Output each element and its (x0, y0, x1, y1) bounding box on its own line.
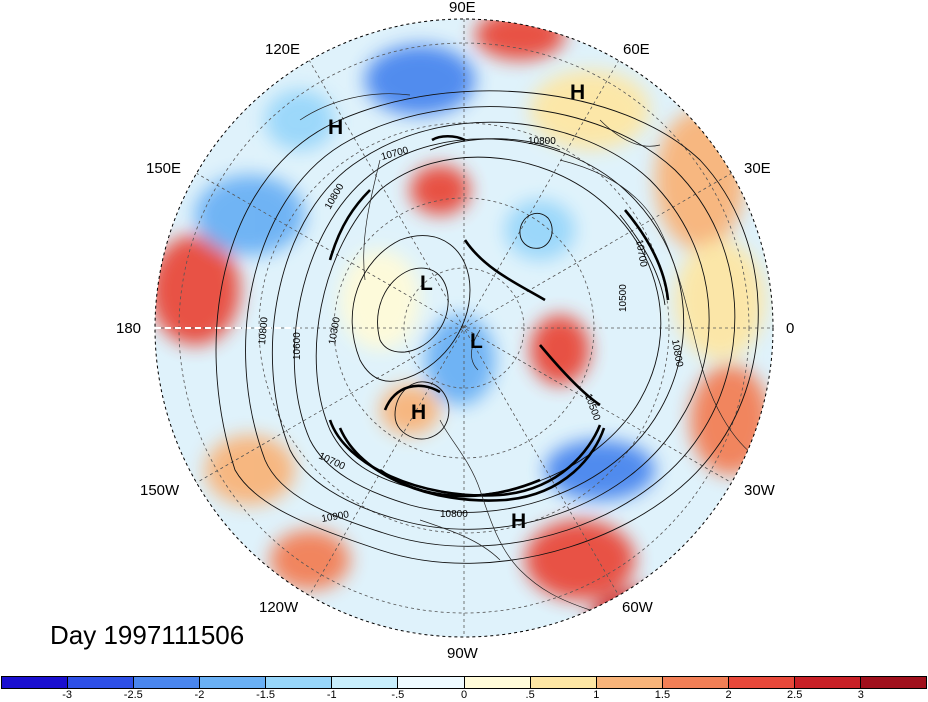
lon-label-120w: 120W (259, 599, 299, 616)
contour-label: 10800 (528, 136, 556, 147)
polar-map: 10700 10800 10800 10600 10300 10500 1080… (154, 18, 774, 638)
low-center-label: L (470, 330, 483, 353)
contour-label: 10800 (669, 339, 685, 369)
lon-label-30e: 30E (744, 160, 771, 177)
contour-label: 10900 (321, 509, 351, 525)
contour-label: 10600 (292, 332, 303, 360)
color-bar-cell (398, 677, 465, 688)
high-center-label: H (411, 401, 426, 424)
color-bar-tick-label: 0 (460, 689, 468, 701)
contour-label: 10800 (440, 509, 468, 520)
color-bar-tick-label: .5 (525, 689, 535, 701)
high-center-label: H (328, 116, 343, 139)
pressure-centers: H H L L H H (328, 81, 585, 533)
lon-label-180: 180 (116, 320, 142, 337)
color-bar-cell (134, 677, 201, 688)
color-bar-cell (662, 677, 729, 688)
jet-contours (328, 134, 670, 502)
color-bar-cell (596, 677, 663, 688)
color-bar-tick-label: 2.5 (787, 689, 803, 701)
color-bar-cell (200, 677, 267, 688)
color-bar-tick-label: 1.5 (654, 689, 671, 701)
lon-label-120e: 120E (265, 41, 301, 58)
map-boundary (154, 18, 774, 638)
lon-label-60e: 60E (623, 41, 650, 58)
color-bar-cell (530, 677, 597, 688)
color-bar-cell (68, 677, 135, 688)
color-bar-tick-label: 2 (725, 689, 732, 701)
lon-label-90e: 90E (449, 0, 476, 16)
contour-label: 10300 (327, 316, 343, 346)
lon-label-0: 0 (786, 320, 795, 337)
color-bar-cell (2, 677, 69, 688)
color-bar-tick-label: -.5 (391, 689, 405, 701)
color-bar-cell (728, 677, 795, 688)
lon-label-150e: 150E (146, 160, 182, 177)
lon-label-30w: 30W (744, 482, 775, 499)
color-bar-tick-label: 1 (593, 689, 600, 701)
high-center-label: H (570, 81, 585, 104)
color-bar-tick-label: -3 (62, 689, 73, 701)
contour-label: 10800 (257, 316, 270, 345)
color-bar-tick-label: -1 (326, 689, 337, 701)
color-bar-cell (266, 677, 333, 688)
color-bar-cell (861, 677, 927, 688)
color-bar-tick-label: 3 (857, 689, 864, 701)
lon-label-150w: 150W (140, 482, 180, 499)
color-bar-tick-label: -1.5 (256, 689, 276, 701)
color-bar-cell (464, 677, 531, 688)
color-bar-cell (332, 677, 399, 688)
low-center-label: L (420, 272, 433, 295)
lon-label-60w: 60W (622, 599, 653, 616)
contour-value-labels: 10700 10800 10800 10600 10300 10500 1080… (257, 136, 685, 525)
contour-label: 10700 (633, 239, 649, 269)
height-contours (215, 90, 759, 564)
color-bar-tick-label: -2 (194, 689, 205, 701)
contour-label: 10500 (618, 284, 629, 312)
color-bar (1, 676, 927, 689)
lon-label-90w: 90W (447, 645, 478, 662)
day-label: Day 1997111506 (50, 620, 245, 650)
color-bar-tick-label: -2.5 (123, 689, 143, 701)
coastlines (299, 93, 761, 611)
high-center-label: H (511, 510, 526, 533)
color-bar-cell (794, 677, 862, 688)
